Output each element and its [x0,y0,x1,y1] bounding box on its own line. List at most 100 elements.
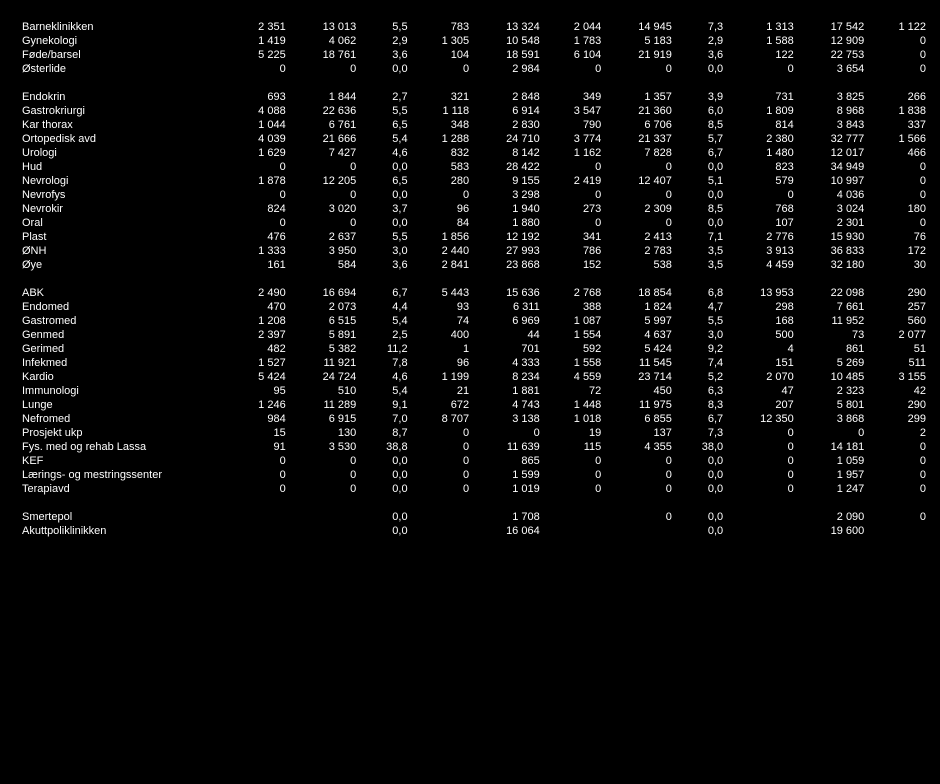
cell: 5,4 [360,314,411,328]
cell: 6,5 [360,118,411,132]
cell: 1 809 [727,104,798,118]
cell: 1 305 [412,34,474,48]
cell: 104 [412,48,474,62]
cell: 1 199 [412,370,474,384]
cell: 0 [727,188,798,202]
cell: 19 [544,426,606,440]
cell: 12 192 [473,230,544,244]
cell [727,510,798,524]
cell: 180 [868,202,930,216]
cell: 6 915 [290,412,361,426]
cell: 3 913 [727,244,798,258]
row-label: Endomed [10,300,228,314]
cell: 2 044 [544,20,606,34]
cell [605,524,676,538]
cell: 257 [868,300,930,314]
cell: 0 [727,454,798,468]
cell: 0 [228,216,290,230]
cell: 5 424 [228,370,290,384]
cell: 0 [228,188,290,202]
cell: 5 424 [605,342,676,356]
cell: 30 [868,258,930,272]
cell: 1 448 [544,398,606,412]
cell: 2 848 [473,90,544,104]
cell: 8,5 [676,202,727,216]
cell: 2 768 [544,286,606,300]
cell: 0 [412,468,474,482]
cell: 12 407 [605,174,676,188]
cell: 584 [290,258,361,272]
cell: 21 [412,384,474,398]
row-label: Ortopedisk avd [10,132,228,146]
cell: 3 843 [798,118,869,132]
cell: 1 247 [798,482,869,496]
cell: 12 205 [290,174,361,188]
cell: 768 [727,202,798,216]
cell: 3 950 [290,244,361,258]
cell: 1 333 [228,244,290,258]
cell: 1 527 [228,356,290,370]
cell: 91 [228,440,290,454]
group-gap [10,76,930,90]
cell: 0 [605,62,676,76]
cell: 1 881 [473,384,544,398]
cell: 152 [544,258,606,272]
cell: 2 309 [605,202,676,216]
cell: 76 [868,230,930,244]
cell: 0 [544,188,606,202]
cell: 5 891 [290,328,361,342]
cell: 5 997 [605,314,676,328]
table-row: Gerimed4825 38211,217015925 4249,2486151 [10,342,930,356]
cell: 4 333 [473,356,544,370]
cell: 4,6 [360,370,411,384]
cell: 341 [544,230,606,244]
cell: 10 485 [798,370,869,384]
group-gap [10,496,930,510]
cell: 731 [727,90,798,104]
cell: 0 [868,440,930,454]
table-row: Urologi1 6297 4274,68328 1421 1627 8286,… [10,146,930,160]
cell: 3 138 [473,412,544,426]
table-row: Østerlide000,002 984000,003 6540 [10,62,930,76]
table-row: Oral000,0841 880000,01072 3010 [10,216,930,230]
cell: 22 098 [798,286,869,300]
cell: 0 [868,160,930,174]
cell: 0,0 [360,216,411,230]
cell: 8 968 [798,104,869,118]
cell: 4 459 [727,258,798,272]
cell: 4 559 [544,370,606,384]
table-row: Smertepol0,01 70800,02 0900 [10,510,930,524]
cell: 1 018 [544,412,606,426]
cell: 0,0 [360,482,411,496]
cell [544,524,606,538]
cell: 3,0 [360,244,411,258]
row-label: Akuttpoliklinikken [10,524,228,538]
cell: 0 [544,160,606,174]
cell: 0 [544,454,606,468]
cell: 23 714 [605,370,676,384]
cell: 18 591 [473,48,544,62]
cell: 0 [727,62,798,76]
cell: 115 [544,440,606,454]
cell: 0,0 [676,454,727,468]
cell: 18 854 [605,286,676,300]
cell: 0 [727,426,798,440]
cell: 9 155 [473,174,544,188]
cell [290,524,361,538]
cell: 3 774 [544,132,606,146]
cell: 0 [605,216,676,230]
table-row: Nevrokir8243 0203,7961 9402732 3098,5768… [10,202,930,216]
cell: 0,0 [360,62,411,76]
cell: 0 [868,188,930,202]
cell: 3 530 [290,440,361,454]
cell: 6 761 [290,118,361,132]
cell: 0,0 [676,524,727,538]
cell: 0 [544,216,606,230]
cell: 28 422 [473,160,544,174]
cell: 2 077 [868,328,930,342]
cell: 161 [228,258,290,272]
table-row: Kar thorax1 0446 7616,53482 8307906 7068… [10,118,930,132]
cell: 2 419 [544,174,606,188]
cell: 6 969 [473,314,544,328]
cell: 11 639 [473,440,544,454]
